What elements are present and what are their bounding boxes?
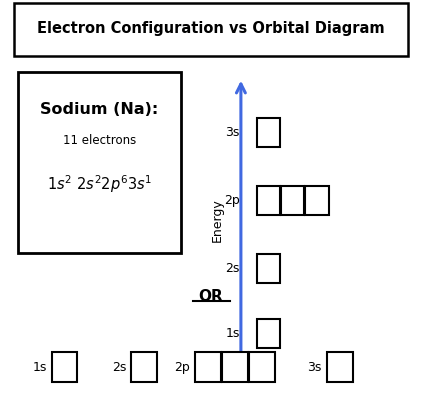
Text: 3s: 3s: [225, 126, 240, 139]
Text: OR: OR: [199, 289, 223, 304]
Text: 11 electrons: 11 electrons: [63, 134, 136, 147]
Text: Electron Configuration vs Orbital Diagram: Electron Configuration vs Orbital Diagra…: [37, 21, 385, 36]
Text: Energy: Energy: [211, 199, 224, 243]
Bar: [257, 254, 280, 284]
Bar: [257, 319, 280, 348]
Bar: [281, 186, 304, 215]
Bar: [222, 352, 248, 382]
Bar: [327, 352, 352, 382]
Text: 2s: 2s: [112, 361, 127, 374]
Bar: [257, 186, 280, 215]
Bar: [249, 352, 275, 382]
Text: 1s: 1s: [225, 327, 240, 340]
Text: 1s: 1s: [32, 361, 47, 374]
Text: 3s: 3s: [308, 361, 322, 374]
Bar: [257, 117, 280, 147]
Text: $1s^2\ 2s^2 2p^6 3s^1$: $1s^2\ 2s^2 2p^6 3s^1$: [47, 174, 152, 195]
Bar: [306, 186, 329, 215]
Bar: [131, 352, 157, 382]
Text: 2s: 2s: [225, 262, 240, 275]
FancyBboxPatch shape: [18, 72, 181, 253]
FancyBboxPatch shape: [14, 3, 408, 56]
Bar: [51, 352, 78, 382]
Bar: [195, 352, 221, 382]
Text: 2p: 2p: [175, 361, 190, 374]
Text: Sodium (Na):: Sodium (Na):: [40, 102, 159, 117]
Text: 2p: 2p: [224, 194, 240, 207]
